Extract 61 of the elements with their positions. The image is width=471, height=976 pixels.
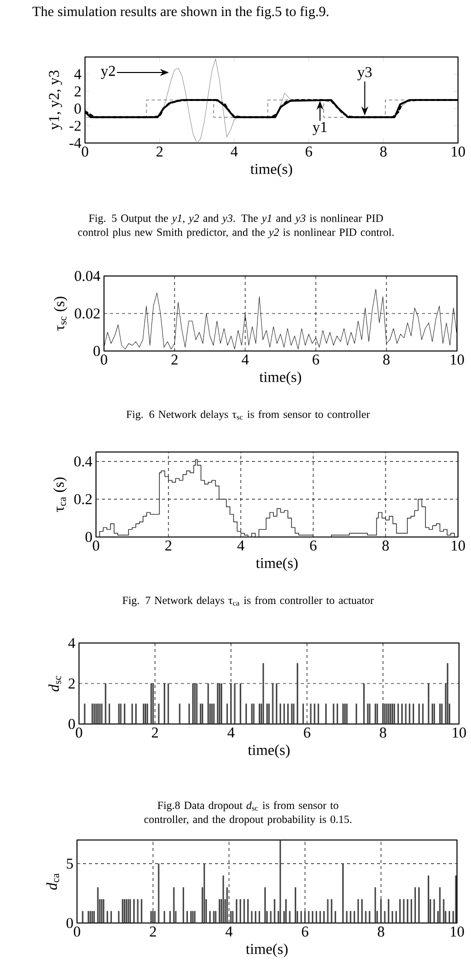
x-tick-label: 6 xyxy=(302,926,308,937)
x-axis-title: time(s) xyxy=(256,558,298,572)
x-tick-label: 4 xyxy=(242,354,249,364)
y-tick-label: 0 xyxy=(94,346,100,356)
y-tick-label: 4 xyxy=(68,638,76,648)
x-tick-label: 10 xyxy=(450,926,464,937)
x-tick-label: 10 xyxy=(452,728,466,738)
x-tick-label: 6 xyxy=(304,728,310,738)
x-tick-label: 6 xyxy=(306,146,312,157)
x-tick-label: 2 xyxy=(156,146,163,156)
y-tick-label: 0 xyxy=(66,918,73,928)
y-axis-title: y1, y2, y3 xyxy=(48,70,62,130)
annotation: y1 xyxy=(312,122,327,136)
y-axis-title: τ$_{ca}$ (s) xyxy=(53,477,67,512)
y-tick-label: -2 xyxy=(70,120,81,131)
x-axis-title: time(s) xyxy=(250,164,292,178)
y-tick-label: 0.4 xyxy=(74,456,92,467)
y-tick-label: 5 xyxy=(66,858,73,869)
x-tick-label: 0 xyxy=(100,354,108,365)
y-tick-label: 0 xyxy=(86,532,92,542)
x-tick-label: 10 xyxy=(450,354,464,365)
y-tick-label: 2 xyxy=(68,678,75,688)
x-tick-label: 4 xyxy=(230,146,238,156)
caption: Fig. 7 Network delays τ$_{ca}$ is from controller to actuator xyxy=(122,596,374,606)
y-tick-label: 0.04 xyxy=(74,270,100,282)
x-tick-label: 8 xyxy=(382,540,389,551)
x-tick-label: 10 xyxy=(452,146,465,157)
x-axis-title: time(s) xyxy=(246,944,288,958)
annotation: y3 xyxy=(357,67,372,80)
x-tick-label: 2 xyxy=(150,926,156,936)
x-tick-label: 4 xyxy=(228,728,235,738)
y-axis-title: τ$_{sc}$ (s) xyxy=(54,296,68,331)
y-axis-title: d$_{ca}$ xyxy=(46,873,60,890)
x-tick-label: 6 xyxy=(310,540,317,551)
text: The simulation results are shown in the fig.5 to fig.9. xyxy=(32,6,328,20)
x-tick-label: 2 xyxy=(152,728,158,738)
y-tick-label: 2 xyxy=(74,86,81,96)
caption: Fig.8 Data dropout d$_{sc}$ is from sensor to controller, and the dropout probability is 0.15. xyxy=(144,801,352,826)
x-tick-label: 8 xyxy=(378,926,384,937)
y-tick-label: 0 xyxy=(74,104,81,114)
y-tick-label: 0 xyxy=(68,718,75,730)
y-tick-label: 0.02 xyxy=(74,308,100,319)
x-tick-label: 6 xyxy=(312,354,320,365)
y-tick-label: 0.2 xyxy=(74,494,92,504)
x-tick-label: 8 xyxy=(380,728,386,738)
x-axis-title: time(s) xyxy=(259,372,302,386)
x-tick-label: 4 xyxy=(226,926,233,936)
x-tick-label: 10 xyxy=(452,540,465,551)
annotation: y2 xyxy=(100,66,115,80)
x-tick-label: 8 xyxy=(380,146,387,157)
y-axis-title: d$_{sc}$ xyxy=(48,676,62,692)
caption: Fig. 6 Network delays τ$_{sc}$ is from sensor to controller xyxy=(126,410,370,420)
x-tick-label: 4 xyxy=(237,540,244,550)
y-tick-label: -4 xyxy=(70,138,82,148)
x-tick-label: 2 xyxy=(172,354,178,364)
x-axis-title: time(s) xyxy=(248,744,290,758)
x-tick-label: 8 xyxy=(383,354,390,365)
x-tick-label: 2 xyxy=(165,540,172,550)
line-series xyxy=(104,288,458,350)
y-tick-label: 4 xyxy=(74,69,82,80)
text: Fig. 5 Output the y1, y2 and y3. The y1 and y3 is nonlinear PID control plus new Smith predictor, and the y2 is nonlinear PID control. xyxy=(78,214,394,238)
